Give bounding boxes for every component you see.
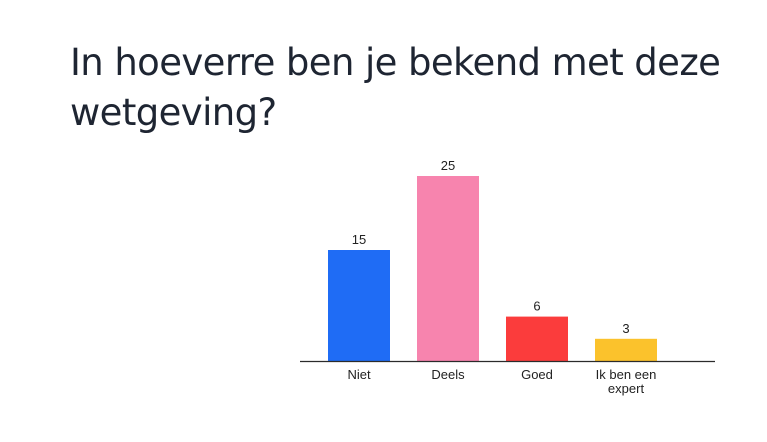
- bars-group: 15 25 6 3: [328, 158, 657, 361]
- bar-deels: [417, 176, 479, 361]
- bar-value-label: 15: [352, 232, 366, 247]
- bar-goed: [506, 316, 568, 361]
- category-label: Deels: [431, 367, 465, 382]
- category-labels-group: Niet Deels Goed Ik ben een expert: [347, 367, 656, 396]
- question-title: In hoeverre ben je bekend met deze wetge…: [70, 41, 721, 134]
- category-label: Niet: [347, 367, 371, 382]
- bar-ik-ben-een-expert: [595, 338, 657, 361]
- bar-value-label: 3: [622, 321, 629, 336]
- bar-value-label: 6: [533, 299, 540, 314]
- category-label: Ik ben een expert: [596, 367, 657, 396]
- bar-niet: [328, 250, 390, 361]
- bar-value-label: 25: [441, 158, 455, 173]
- category-label: Goed: [521, 367, 553, 382]
